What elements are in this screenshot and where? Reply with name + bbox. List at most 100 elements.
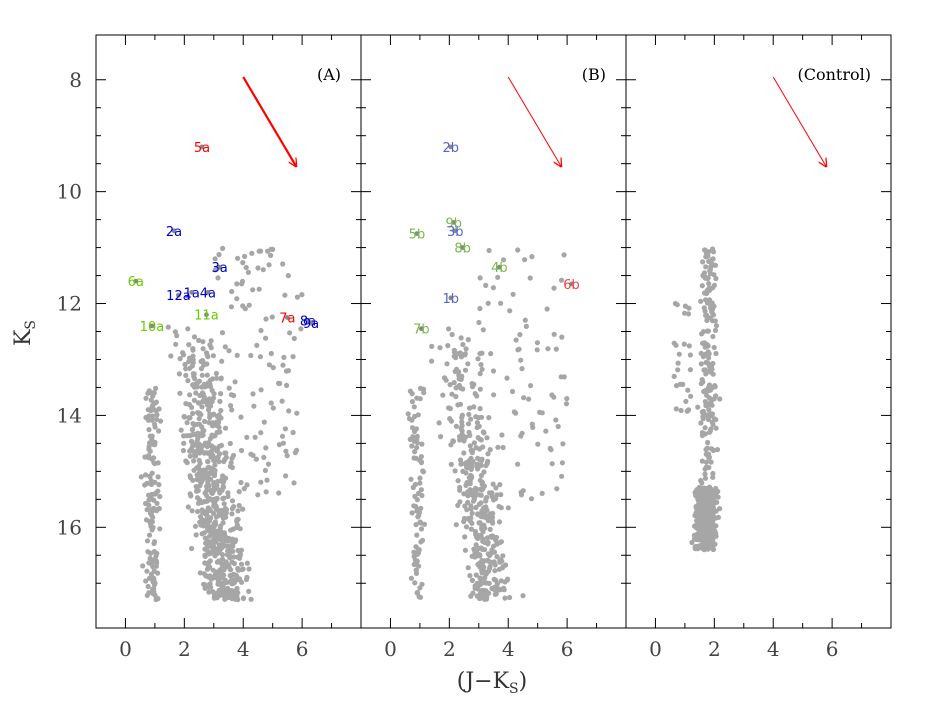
data-point: [199, 443, 206, 449]
data-point: [220, 483, 226, 489]
data-point: [505, 576, 511, 582]
data-point: [234, 281, 240, 287]
data-point: [248, 596, 254, 602]
data-point: [209, 376, 216, 382]
data-point: [226, 385, 232, 391]
data-point: [221, 478, 227, 484]
data-point: [191, 467, 197, 473]
source-point: [189, 289, 195, 295]
data-point: [551, 285, 557, 291]
data-point: [269, 314, 275, 320]
data-point: [155, 474, 161, 480]
data-point: [702, 475, 709, 481]
data-point: [230, 571, 236, 577]
data-point: [712, 515, 719, 521]
data-point: [254, 342, 260, 348]
data-point: [190, 347, 196, 353]
data-point: [206, 589, 212, 595]
data-point: [189, 404, 195, 410]
data-point: [214, 447, 220, 453]
data-point: [191, 422, 197, 428]
data-point: [411, 549, 417, 555]
data-point: [200, 398, 206, 405]
data-point: [192, 523, 199, 529]
data-point: [704, 315, 710, 321]
data-point: [205, 442, 211, 449]
data-point: [283, 473, 289, 479]
data-point: [201, 498, 207, 505]
data-point: [145, 390, 151, 396]
data-point: [708, 399, 714, 405]
data-point: [709, 497, 715, 503]
data-point: [152, 421, 158, 427]
data-point: [186, 355, 193, 361]
data-point: [202, 490, 208, 496]
data-point: [447, 382, 453, 388]
data-point: [211, 523, 217, 529]
data-point: [462, 547, 468, 553]
data-point: [473, 531, 479, 537]
data-point: [515, 461, 521, 467]
data-point: [468, 526, 474, 532]
data-point: [498, 492, 504, 498]
data-point: [678, 407, 684, 414]
data-point: [205, 459, 211, 465]
data-point: [713, 350, 719, 357]
data-point: [713, 323, 720, 329]
data-point: [189, 545, 195, 552]
data-point: [708, 305, 714, 311]
data-point: [671, 373, 677, 379]
data-point: [150, 403, 156, 409]
data-point: [280, 362, 286, 368]
data-point: [204, 541, 210, 548]
data-point: [268, 252, 274, 258]
data-point: [251, 403, 257, 409]
data-point: [709, 256, 715, 263]
data-point: [190, 410, 196, 416]
source-label: 3a: [212, 261, 228, 276]
data-point: [146, 532, 153, 538]
data-point: [209, 490, 215, 496]
data-point: [205, 465, 211, 471]
data-point: [211, 533, 217, 539]
data-point: [487, 511, 494, 517]
data-point: [229, 538, 235, 544]
data-point: [213, 593, 219, 599]
data-point: [467, 491, 473, 497]
data-point: [240, 260, 246, 266]
data-point: [203, 475, 209, 481]
data-point: [559, 334, 565, 340]
data-point: [453, 423, 459, 429]
data-point: [466, 411, 472, 417]
data-point: [216, 487, 222, 493]
data-point: [258, 430, 264, 436]
data-point: [214, 533, 220, 539]
data-point: [479, 594, 485, 600]
data-point: [149, 507, 155, 513]
x-tick-label: 0: [384, 637, 397, 661]
data-point: [703, 537, 710, 543]
data-point: [710, 474, 716, 480]
data-point: [148, 407, 154, 414]
panel-3: 0 2 4 6 (Control): [625, 34, 892, 661]
data-point: [143, 395, 149, 401]
data-point: [703, 451, 709, 457]
data-point: [698, 381, 704, 387]
source-point: [205, 289, 211, 295]
data-point: [713, 417, 719, 423]
source-point: [569, 281, 574, 287]
data-point: [702, 247, 708, 253]
data-point: [262, 467, 268, 474]
x-tick-label: 2: [708, 637, 721, 661]
data-point: [513, 410, 519, 416]
data-point: [708, 368, 714, 374]
data-point: [248, 451, 254, 457]
data-point: [213, 547, 219, 553]
data-point: [469, 577, 475, 584]
source-point: [460, 245, 465, 250]
data-point: [448, 442, 454, 448]
source-label: 4a: [200, 286, 216, 301]
data-point: [198, 366, 205, 372]
data-point: [191, 397, 197, 403]
data-point: [710, 546, 717, 553]
